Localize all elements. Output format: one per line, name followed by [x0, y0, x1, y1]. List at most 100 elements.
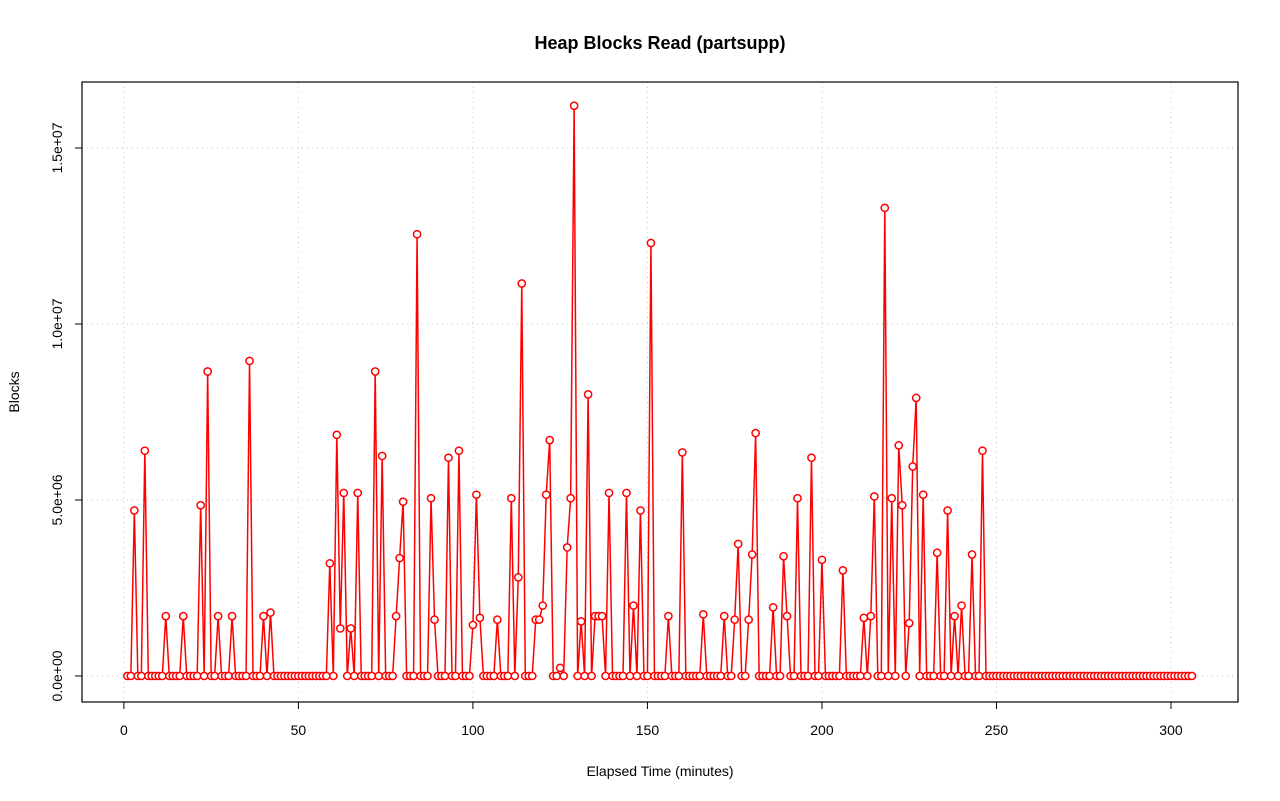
data-point: [674, 671, 684, 681]
x-tick-label: 50: [291, 722, 307, 738]
data-point: [241, 671, 251, 681]
data-point: [943, 506, 952, 515]
data-point: [835, 671, 844, 681]
data-point: [472, 490, 481, 500]
data-point: [332, 430, 342, 440]
data-point: [1187, 671, 1197, 681]
data-point: [325, 558, 335, 568]
data-point: [789, 671, 799, 681]
data-point: [541, 490, 551, 500]
data-point: [430, 615, 439, 624]
data-point: [398, 497, 408, 507]
data-point: [140, 446, 150, 456]
data-point: [136, 671, 146, 681]
data-point: [883, 671, 893, 681]
data-point: [918, 490, 928, 500]
data-point: [866, 611, 876, 621]
data-point: [245, 356, 254, 366]
data-point: [370, 367, 380, 376]
data-point: [587, 671, 596, 681]
data-point: [210, 671, 219, 681]
data-point: [426, 493, 436, 503]
data-point: [855, 671, 865, 681]
data-point: [622, 488, 631, 498]
data-point: [859, 613, 869, 623]
data-point: [807, 453, 816, 463]
data-point: [353, 488, 363, 498]
data-point: [444, 453, 453, 463]
data-point: [161, 611, 171, 621]
plot-frame: [81, 81, 1239, 703]
data-point: [349, 671, 359, 681]
data-point: [978, 446, 987, 456]
x-axis-label: Elapsed Time (minutes): [586, 763, 733, 779]
data-point: [346, 624, 356, 633]
data-point: [580, 671, 589, 681]
data-point: [196, 500, 206, 510]
data-point: [876, 671, 886, 681]
data-point: [950, 611, 959, 621]
data-point: [213, 611, 223, 621]
data-point: [890, 671, 900, 681]
data-point: [503, 671, 513, 681]
y-axis-label: Blocks: [6, 371, 22, 412]
data-point: [423, 671, 432, 681]
data-point: [897, 500, 907, 510]
data-point: [321, 671, 331, 681]
data-point: [664, 611, 673, 621]
data-point: [412, 229, 422, 239]
data-point: [126, 671, 136, 681]
y-tick-label: 5.0e+06: [49, 474, 65, 525]
data-point: [569, 101, 579, 111]
data-point: [932, 548, 942, 558]
data-point: [974, 671, 984, 681]
data-point: [527, 671, 537, 681]
data-point: [377, 451, 387, 461]
y-tick-label: 0.0e+00: [49, 650, 65, 701]
data-point: [862, 671, 872, 681]
data-point: [475, 613, 485, 623]
data-point: [887, 493, 897, 503]
data-point: [367, 671, 377, 681]
data-point: [838, 566, 848, 575]
data-point: [939, 671, 949, 681]
data-point: [388, 671, 397, 681]
data-point: [869, 492, 879, 501]
y-tick-label: 1.5e+07: [49, 122, 65, 173]
chart-title: Heap Blocks Read (partsupp): [534, 33, 785, 53]
data-point: [468, 620, 478, 630]
data-point: [814, 671, 823, 681]
data-point: [178, 611, 188, 621]
data-point: [328, 671, 338, 681]
x-tick-label: 100: [461, 722, 485, 738]
x-tick-label: 150: [636, 722, 660, 738]
data-point: [339, 488, 349, 498]
data-point: [562, 543, 572, 552]
data-point: [765, 671, 774, 681]
data-point: [733, 539, 743, 549]
data-point: [751, 428, 760, 438]
data-point: [157, 671, 167, 681]
data-point: [395, 553, 404, 563]
data-point: [601, 671, 610, 681]
data-point: [698, 610, 708, 619]
data-point: [130, 506, 139, 515]
data-point: [391, 611, 401, 621]
data-point: [908, 462, 918, 471]
data-point: [493, 615, 502, 624]
data-point: [967, 550, 977, 559]
x-tick-label: 200: [810, 722, 834, 738]
data-point: [538, 601, 548, 610]
data-point: [695, 671, 705, 681]
data-point: [726, 671, 736, 681]
data-point: [559, 671, 569, 681]
y-tick-label: 1.0e+07: [49, 298, 65, 349]
data-point: [227, 611, 237, 621]
data-point: [747, 550, 757, 559]
data-point: [409, 671, 418, 681]
x-tick-label: 300: [1159, 722, 1183, 738]
data-point: [534, 615, 544, 624]
data-point: [782, 611, 792, 621]
data-point: [175, 671, 185, 681]
